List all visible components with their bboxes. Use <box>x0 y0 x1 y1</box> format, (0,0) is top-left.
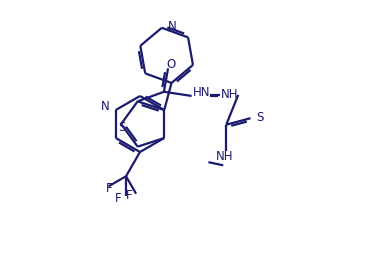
Text: F: F <box>125 189 132 202</box>
Text: N: N <box>101 101 110 113</box>
Text: S: S <box>119 122 126 134</box>
Text: S: S <box>257 111 264 124</box>
Text: F: F <box>106 182 113 195</box>
Text: N: N <box>168 20 177 33</box>
Text: F: F <box>115 192 122 205</box>
Text: HN: HN <box>193 86 210 99</box>
Text: NH: NH <box>215 150 233 163</box>
Text: O: O <box>166 58 176 71</box>
Text: NH: NH <box>220 88 238 101</box>
